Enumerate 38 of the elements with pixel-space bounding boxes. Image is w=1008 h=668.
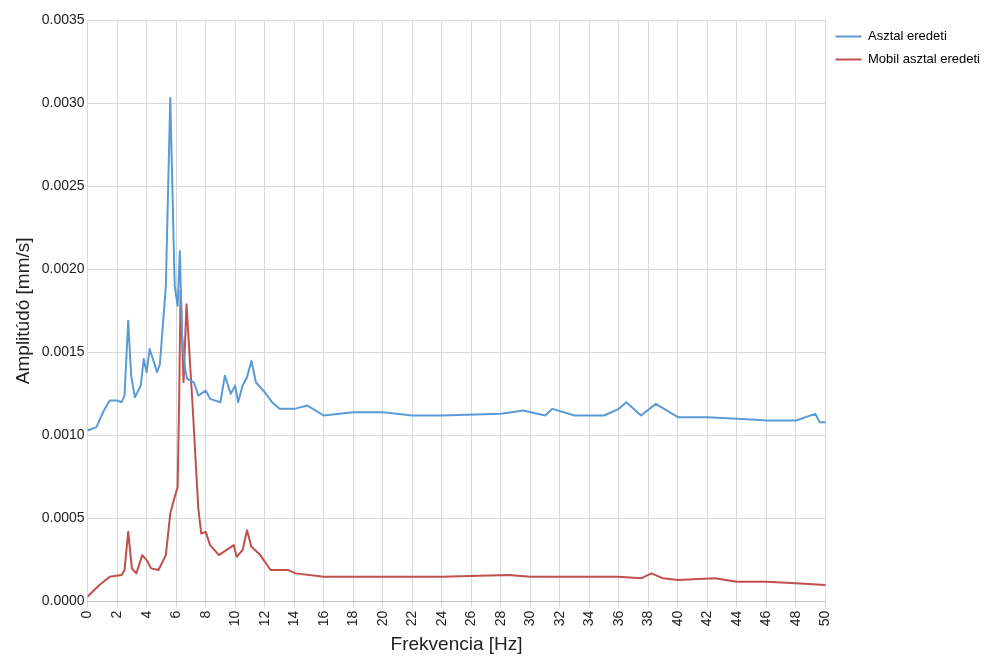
x-tick-label: 38 xyxy=(639,610,656,627)
x-tick-label: 22 xyxy=(403,610,420,627)
x-tick-label: 36 xyxy=(609,610,626,627)
x-tick-label: 50 xyxy=(816,610,833,627)
x-tick-label: 20 xyxy=(373,610,390,627)
y-tick-label: 0.0000 xyxy=(41,592,85,609)
x-tick-label: 34 xyxy=(580,610,597,627)
y-tick-label: 0.0020 xyxy=(41,260,85,277)
x-tick-label: 0 xyxy=(78,610,95,619)
y-tick-label: 0.0030 xyxy=(41,93,85,110)
x-tick-label: 32 xyxy=(550,610,567,627)
x-tick-label: 30 xyxy=(521,610,538,627)
x-tick-label: 24 xyxy=(432,610,449,627)
x-tick-label: 40 xyxy=(668,610,685,627)
x-tick-label: 42 xyxy=(698,610,715,627)
y-axis-title: Amplitúdó [mm/s] xyxy=(11,237,33,385)
x-tick-label: 18 xyxy=(344,610,361,627)
legend-label: Asztal eredeti xyxy=(868,28,947,44)
y-tick-label: 0.0005 xyxy=(41,509,85,526)
x-tick-label: 10 xyxy=(226,610,243,627)
y-tick-label: 0.0010 xyxy=(41,426,85,443)
x-tick-label: 44 xyxy=(727,610,744,627)
x-tick-label: 26 xyxy=(462,610,479,627)
x-tick-label: 2 xyxy=(107,610,124,619)
x-tick-label: 46 xyxy=(757,610,774,627)
y-tick-label: 0.0015 xyxy=(41,343,85,360)
x-tick-label: 4 xyxy=(137,610,154,619)
x-tick-label: 8 xyxy=(196,610,213,619)
x-tick-label: 12 xyxy=(255,610,272,627)
x-tick-label: 28 xyxy=(491,610,508,627)
y-tick-label: 0.0035 xyxy=(41,10,85,27)
y-tick-label: 0.0025 xyxy=(41,177,85,194)
x-axis-title: Frekvencia [Hz] xyxy=(390,632,523,654)
x-tick-label: 48 xyxy=(786,610,803,627)
x-tick-label: 6 xyxy=(167,610,184,619)
legend-label: Mobil asztal eredeti xyxy=(868,51,981,67)
x-tick-label: 16 xyxy=(314,610,331,627)
x-tick-label: 14 xyxy=(285,610,302,627)
